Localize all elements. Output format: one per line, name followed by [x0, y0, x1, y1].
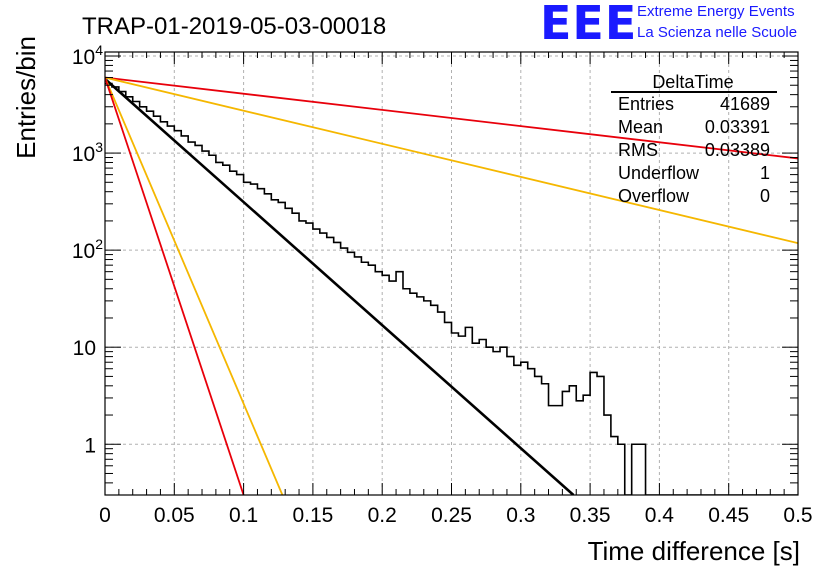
x-tick-label: 0.5 — [783, 504, 812, 527]
y-tick-label: 102 — [72, 236, 103, 263]
stats-label-rms: RMS — [618, 140, 658, 160]
stats-label-overflow: Overflow — [618, 186, 690, 206]
x-tick-label: 0.45 — [708, 504, 749, 527]
data-layer — [105, 76, 798, 495]
x-tick-label: 0.1 — [229, 504, 258, 527]
stats-value-overflow: 0 — [760, 186, 770, 206]
y-tick-label: 104 — [72, 42, 103, 69]
stats-value-mean: 0.03391 — [705, 117, 770, 137]
stats-value-rms: 0.03389 — [705, 140, 770, 160]
x-tick-label: 0.4 — [645, 504, 675, 527]
series-line-0 — [105, 78, 575, 495]
x-tick-label: 0.35 — [570, 504, 611, 527]
x-tick-label: 0.05 — [154, 504, 195, 527]
series-line-4 — [105, 77, 245, 495]
y-axis-label: Entries/bin — [11, 36, 41, 159]
x-tick-label: 0.25 — [431, 504, 472, 527]
axes-layer: 0 0.05 0.1 0.15 0.2 0.25 0.3 0.35 0.4 0.45 0.51101… — [72, 42, 813, 527]
x-axis-label: Time difference [s] — [588, 536, 800, 566]
series-line-3 — [105, 77, 284, 495]
logo-line-2: La Scienza nelle Scuole — [637, 24, 798, 41]
series-line-2 — [105, 76, 798, 245]
chart-title: TRAP-01-2019-05-03-00018 — [82, 13, 386, 40]
histogram-outline — [105, 82, 798, 495]
logo-line-1: Extreme Energy Events — [637, 3, 795, 20]
y-tick-label: 103 — [72, 139, 103, 166]
x-tick-label: 0.2 — [368, 504, 397, 527]
stats-value-underflow: 1 — [760, 163, 770, 183]
stats-box: DeltaTime Entries 41689 Mean 0.03391 RMS… — [611, 72, 777, 206]
x-tick-label: 0.15 — [292, 504, 333, 527]
stats-label-mean: Mean — [618, 117, 663, 137]
stats-label-underflow: Underflow — [618, 163, 700, 183]
series-line-1 — [105, 76, 798, 160]
x-tick-label: 0 — [99, 504, 111, 527]
eee-logo-mark: EEE — [540, 0, 638, 50]
stats-title: DeltaTime — [652, 72, 733, 92]
stats-value-entries: 41689 — [720, 94, 770, 114]
stats-label-entries: Entries — [618, 94, 674, 114]
y-tick-label: 1 — [84, 434, 96, 457]
x-tick-label: 0.3 — [506, 504, 535, 527]
y-tick-label: 10 — [73, 337, 96, 360]
